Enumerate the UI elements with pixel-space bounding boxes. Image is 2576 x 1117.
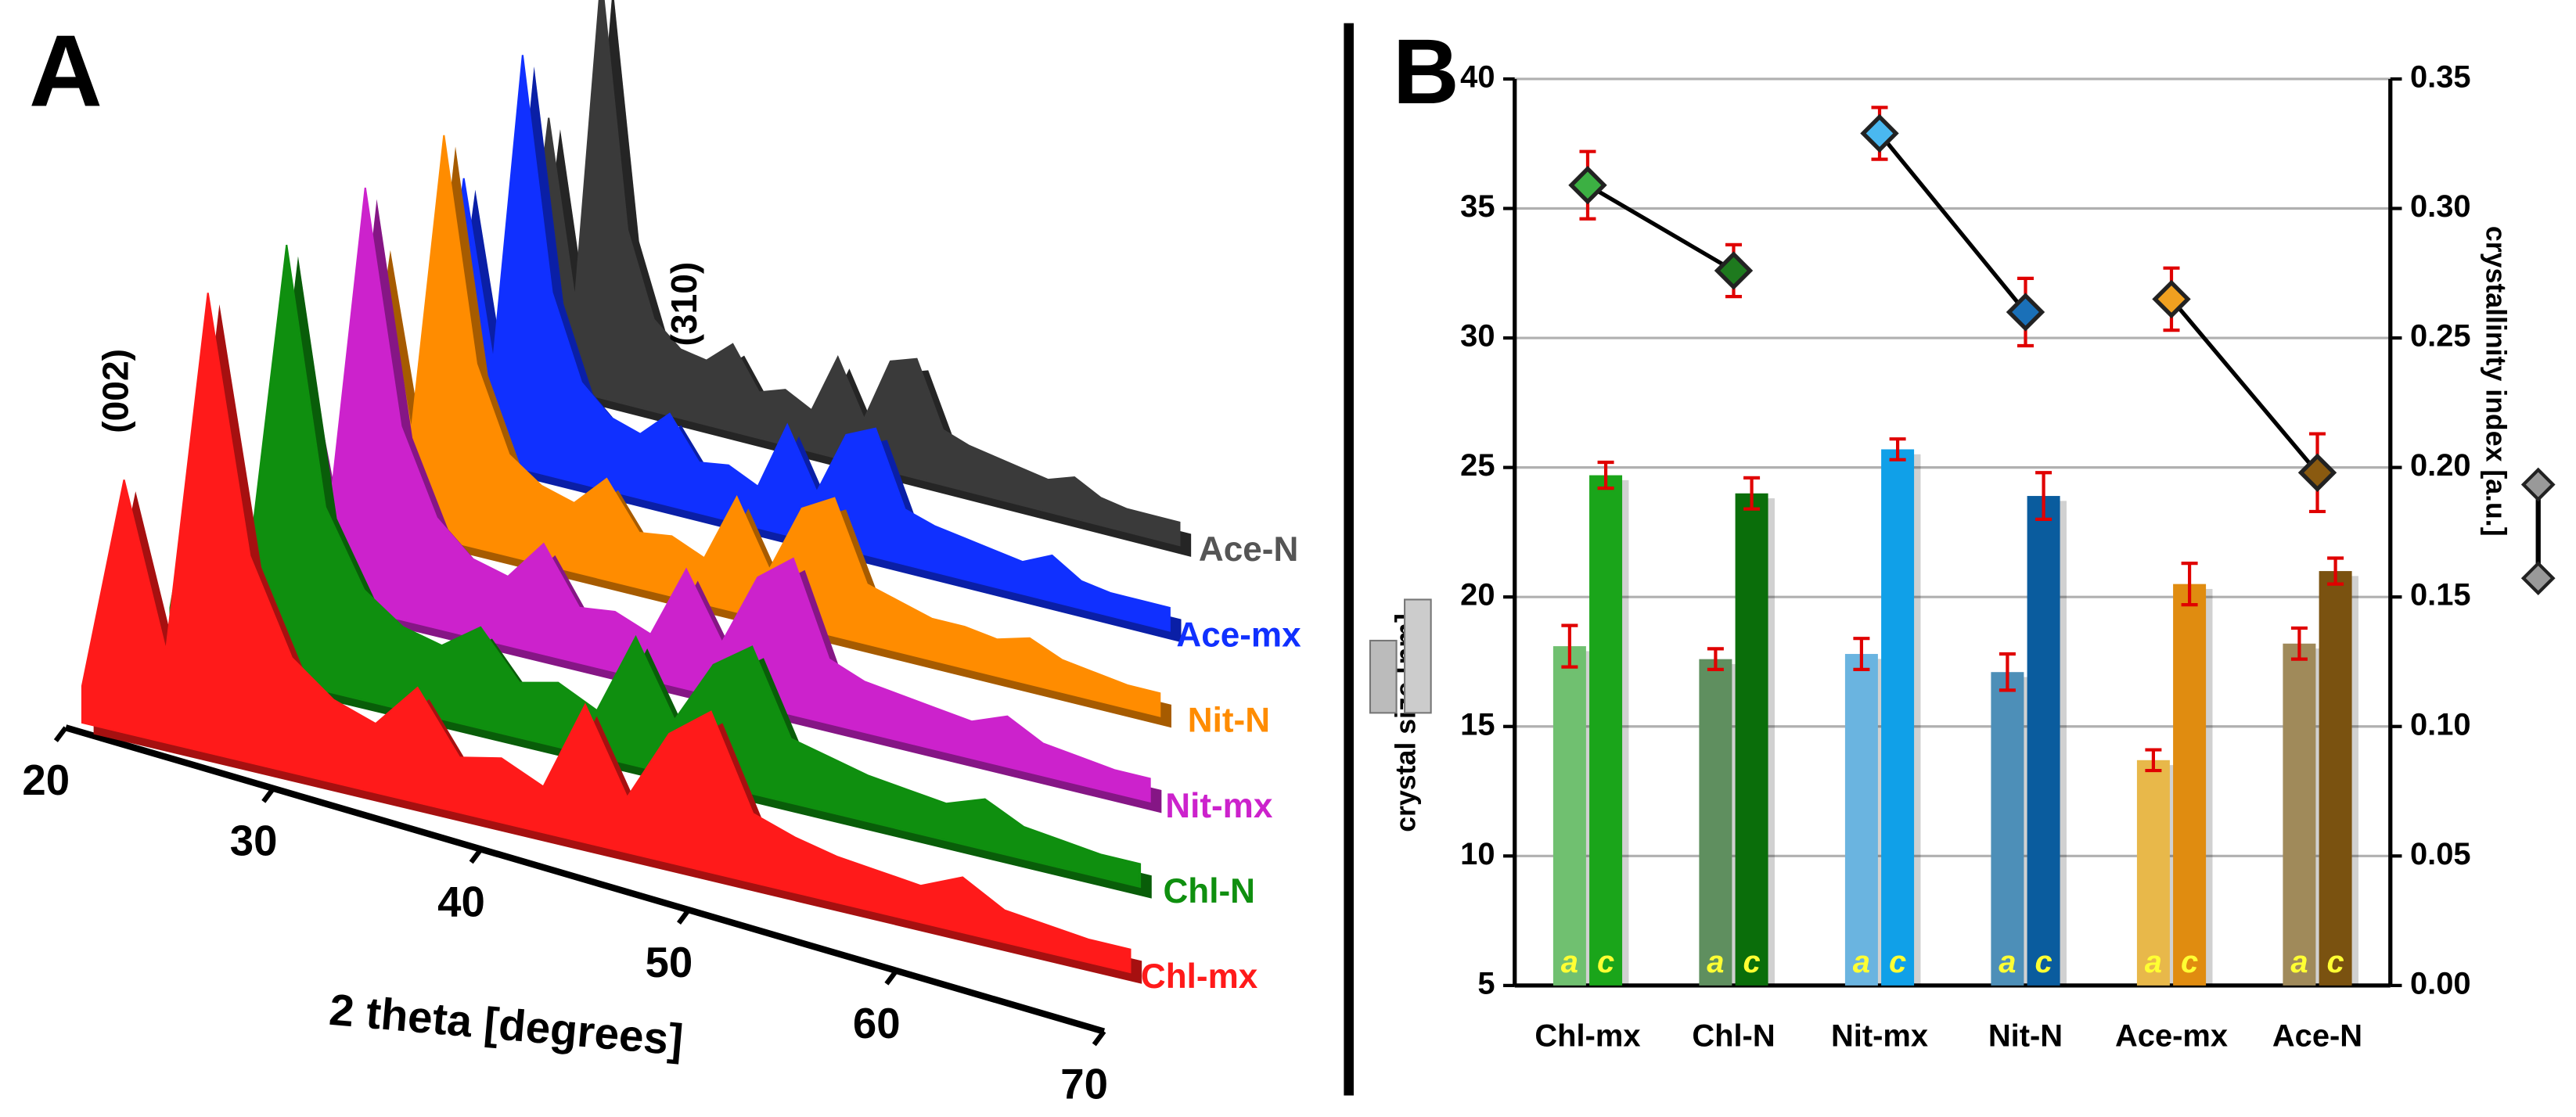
y2-tick-label: 0.20 (2410, 448, 2471, 483)
bar-label: a (2290, 945, 2308, 979)
x-tick (1092, 1029, 1106, 1047)
bar (1589, 475, 1623, 986)
bar (1735, 493, 1768, 986)
y2-tick-label: 0.35 (2410, 59, 2471, 94)
x-tick (53, 726, 68, 742)
y2-tick-label: 0.10 (2410, 707, 2471, 742)
series-label: Ace-mx (1176, 616, 1301, 654)
y-tick-label: 10 (1460, 837, 1495, 871)
x-tick-label: 40 (437, 878, 485, 925)
x-tick-label: Chl-N (1692, 1019, 1775, 1054)
series-label: Nit-N (1188, 702, 1270, 740)
bar-label: a (1853, 945, 1870, 979)
series-label: Chl-N (1163, 872, 1255, 910)
x-tick-label: 20 (22, 756, 70, 804)
bar (1699, 659, 1732, 986)
x-tick-label: Nit-mx (1831, 1019, 1928, 1054)
bar-label: a (1999, 945, 2016, 979)
y-tick-label: 20 (1460, 578, 1495, 612)
x-tick (676, 908, 691, 925)
bar-label: c (2035, 945, 2052, 979)
y-tick-label: 15 (1460, 707, 1495, 742)
y2-tick-label: 0.15 (2410, 578, 2471, 612)
bar-label: c (1889, 945, 1906, 979)
bar (2027, 496, 2060, 986)
series-label: Chl-mx (1141, 957, 1258, 996)
y-tick-label: 5 (1477, 966, 1495, 1000)
bar-label: a (2145, 945, 2162, 979)
ribbon (521, 0, 1181, 547)
y-tick-label: 25 (1460, 448, 1495, 483)
y-tick-label: 30 (1460, 319, 1495, 354)
x-axis (64, 724, 1106, 1035)
x-tick (884, 969, 899, 986)
series-label: Nit-mx (1165, 787, 1273, 825)
annotation: (002) (95, 349, 135, 433)
bar-label: c (1597, 945, 1614, 979)
annotation: (310) (664, 262, 704, 347)
x-tick-label: 70 (1060, 1060, 1108, 1108)
bar (1881, 449, 1915, 986)
diamond-marker (2297, 453, 2337, 492)
line (1586, 183, 1735, 273)
bar-label: c (2327, 945, 2344, 979)
y2-tick-label: 0.05 (2410, 837, 2471, 871)
y-tick-label: 35 (1460, 189, 1495, 224)
x-tick-label: 30 (230, 817, 278, 865)
y2-tick-label: 0.30 (2410, 189, 2471, 224)
series-label: Ace-N (1199, 530, 1298, 569)
bar-label: a (1707, 945, 1724, 979)
x-tick-label: Nit-N (1988, 1019, 2063, 1054)
bar (2283, 643, 2316, 986)
line (2169, 297, 2319, 474)
bar (1844, 654, 1878, 986)
bar (2136, 760, 2170, 986)
bar-label: a (1561, 945, 1578, 979)
bar-label: c (1743, 945, 1760, 979)
x-tick-label: Ace-mx (2115, 1019, 2228, 1054)
bar-label: c (2181, 945, 2198, 979)
x-tick-label: 50 (646, 939, 693, 986)
y2-axis-label: crystallinity index [a.u.] (2481, 226, 2512, 537)
diamond-marker (2006, 293, 2045, 332)
diamond-marker (1568, 166, 1607, 205)
line-legend-icon (2520, 467, 2556, 596)
panel-label: B (1393, 20, 1459, 123)
x-axis-label: 2 theta [degrees] (327, 986, 685, 1065)
ribbon-shade (445, 66, 1182, 643)
bar-legend-icon (1369, 598, 1432, 714)
x-tick-label: Chl-mx (1534, 1019, 1640, 1054)
x-tick (469, 847, 484, 864)
ribbon-side (445, 66, 1182, 643)
bar (1991, 672, 2024, 986)
bar (2319, 571, 2352, 986)
diamond-marker (1714, 251, 1754, 290)
diamond-marker (2152, 279, 2191, 319)
y-tick-label: 40 (1460, 59, 1495, 94)
ribbon (81, 293, 1131, 974)
diamond-marker (1860, 113, 1899, 153)
x-tick (261, 787, 275, 803)
x-tick-label: Ace-N (2272, 1019, 2362, 1054)
line (1877, 131, 2027, 314)
y2-tick-label: 0.25 (2410, 319, 2471, 354)
bar (1552, 646, 1586, 986)
ribbon (434, 55, 1171, 632)
x-tick-label: 60 (853, 1000, 901, 1047)
bar (2173, 584, 2207, 986)
panel-label: A (29, 13, 103, 128)
y2-tick-label: 0.00 (2410, 966, 2471, 1000)
